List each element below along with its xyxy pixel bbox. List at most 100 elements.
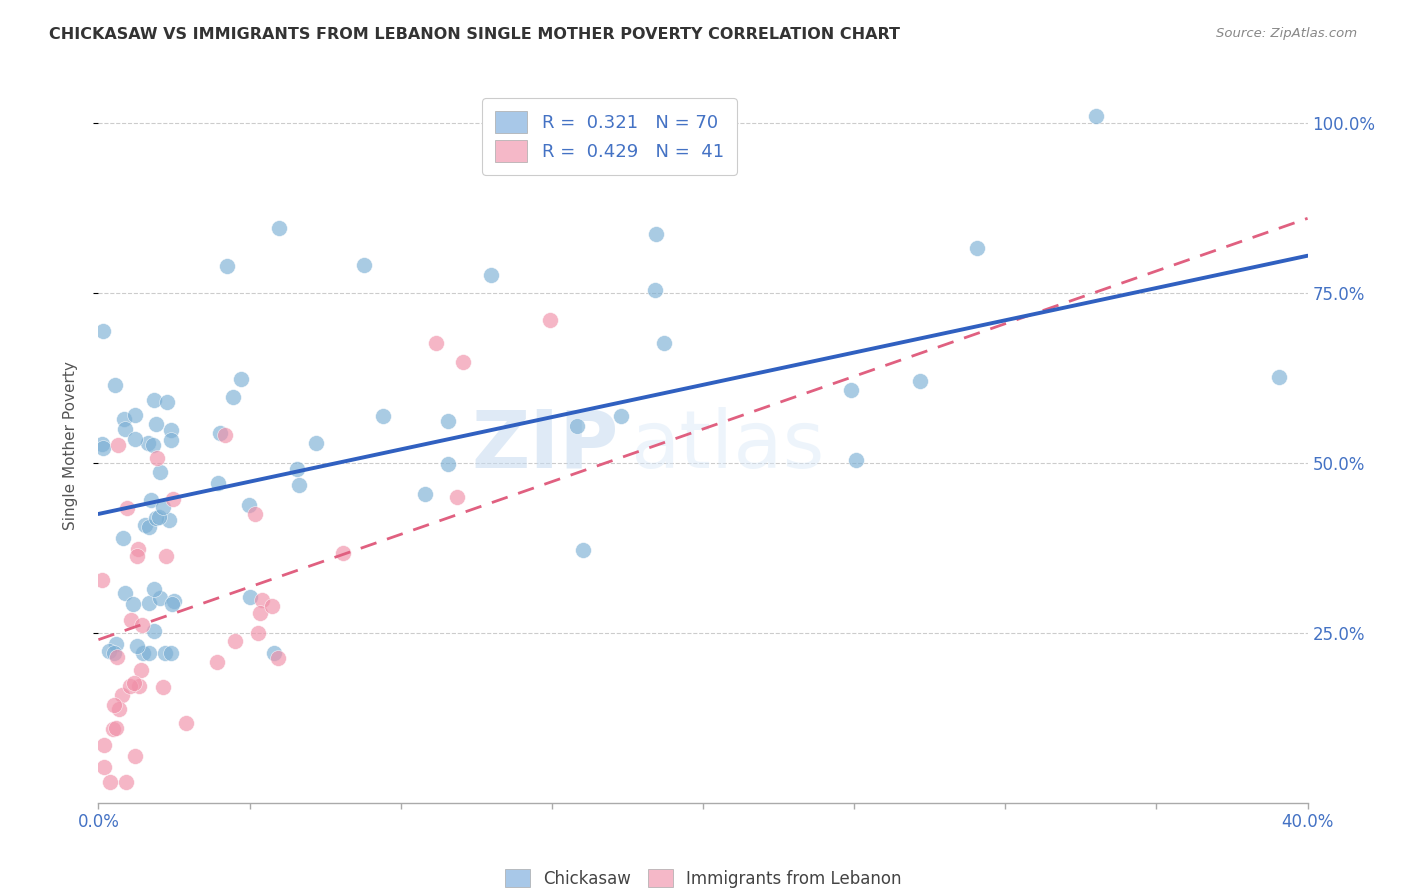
Point bbox=[142, 582, 165, 597]
Point bbox=[215, 259, 238, 273]
Legend: Chickasaw, Immigrants from Lebanon: Chickasaw, Immigrants from Lebanon bbox=[496, 861, 910, 892]
Point bbox=[127, 541, 149, 556]
Point bbox=[124, 748, 146, 763]
Point bbox=[609, 409, 631, 423]
Point bbox=[246, 626, 269, 640]
Point bbox=[966, 241, 988, 255]
Point bbox=[124, 432, 146, 446]
Point bbox=[112, 531, 135, 545]
Point bbox=[538, 313, 561, 327]
Point bbox=[91, 573, 114, 587]
Point bbox=[127, 639, 149, 653]
Point bbox=[305, 436, 328, 450]
Point bbox=[105, 650, 128, 665]
Point bbox=[207, 655, 229, 669]
Point bbox=[145, 511, 167, 525]
Point bbox=[567, 419, 589, 434]
Point bbox=[371, 409, 394, 423]
Point bbox=[122, 597, 145, 611]
Point bbox=[263, 646, 285, 660]
Point bbox=[107, 438, 129, 452]
Point bbox=[98, 644, 121, 658]
Point bbox=[437, 414, 460, 428]
Point bbox=[1084, 109, 1107, 123]
Text: Source: ZipAtlas.com: Source: ZipAtlas.com bbox=[1216, 27, 1357, 40]
Point bbox=[93, 739, 115, 753]
Point bbox=[136, 435, 159, 450]
Point bbox=[479, 268, 502, 282]
Point bbox=[250, 592, 273, 607]
Point bbox=[108, 702, 131, 716]
Point bbox=[142, 437, 165, 451]
Point bbox=[93, 441, 115, 455]
Point bbox=[146, 450, 169, 465]
Point bbox=[222, 390, 245, 404]
Point bbox=[156, 395, 179, 409]
Point bbox=[120, 613, 142, 627]
Point bbox=[118, 679, 141, 693]
Point bbox=[245, 507, 267, 521]
Point bbox=[208, 425, 231, 440]
Point bbox=[839, 383, 862, 397]
Point bbox=[105, 721, 128, 735]
Point bbox=[238, 498, 260, 512]
Point bbox=[142, 392, 165, 407]
Point bbox=[103, 722, 125, 736]
Point bbox=[128, 679, 150, 693]
Point bbox=[145, 417, 167, 431]
Y-axis label: Single Mother Poverty: Single Mother Poverty bbox=[63, 361, 77, 531]
Point bbox=[446, 490, 468, 504]
Point bbox=[139, 492, 162, 507]
Point bbox=[652, 336, 675, 351]
Point bbox=[134, 518, 156, 533]
Point bbox=[160, 646, 183, 660]
Point bbox=[131, 618, 153, 632]
Point bbox=[149, 591, 172, 605]
Text: CHICKASAW VS IMMIGRANTS FROM LEBANON SINGLE MOTHER POVERTY CORRELATION CHART: CHICKASAW VS IMMIGRANTS FROM LEBANON SIN… bbox=[49, 27, 900, 42]
Point bbox=[115, 500, 138, 515]
Point bbox=[155, 549, 177, 564]
Point bbox=[644, 283, 666, 297]
Point bbox=[160, 434, 183, 448]
Point bbox=[138, 646, 160, 660]
Point bbox=[152, 680, 174, 694]
Point bbox=[125, 549, 148, 564]
Point bbox=[91, 437, 114, 451]
Point bbox=[114, 586, 136, 600]
Point bbox=[239, 590, 262, 604]
Point bbox=[129, 663, 152, 677]
Point bbox=[262, 599, 284, 613]
Point bbox=[153, 646, 176, 660]
Point bbox=[207, 476, 229, 491]
Point bbox=[148, 465, 170, 479]
Point bbox=[249, 607, 271, 621]
Point bbox=[111, 689, 134, 703]
Point bbox=[160, 598, 183, 612]
Point bbox=[148, 509, 170, 524]
Point bbox=[103, 646, 125, 660]
Point bbox=[174, 716, 197, 731]
Point bbox=[138, 596, 160, 610]
Point bbox=[157, 513, 180, 527]
Point bbox=[93, 759, 115, 773]
Point bbox=[162, 492, 184, 507]
Point bbox=[114, 422, 136, 436]
Point bbox=[115, 775, 138, 789]
Point bbox=[285, 462, 308, 476]
Point bbox=[124, 676, 146, 690]
Point bbox=[162, 594, 184, 608]
Point bbox=[229, 372, 252, 386]
Point bbox=[845, 453, 868, 467]
Point bbox=[152, 500, 174, 515]
Point bbox=[131, 646, 153, 660]
Point bbox=[98, 775, 121, 789]
Point bbox=[332, 546, 354, 560]
Point bbox=[143, 624, 166, 638]
Point bbox=[138, 520, 160, 534]
Point bbox=[1268, 369, 1291, 384]
Point bbox=[124, 408, 146, 422]
Point bbox=[453, 355, 475, 369]
Point bbox=[105, 638, 128, 652]
Point bbox=[267, 650, 290, 665]
Point bbox=[267, 220, 290, 235]
